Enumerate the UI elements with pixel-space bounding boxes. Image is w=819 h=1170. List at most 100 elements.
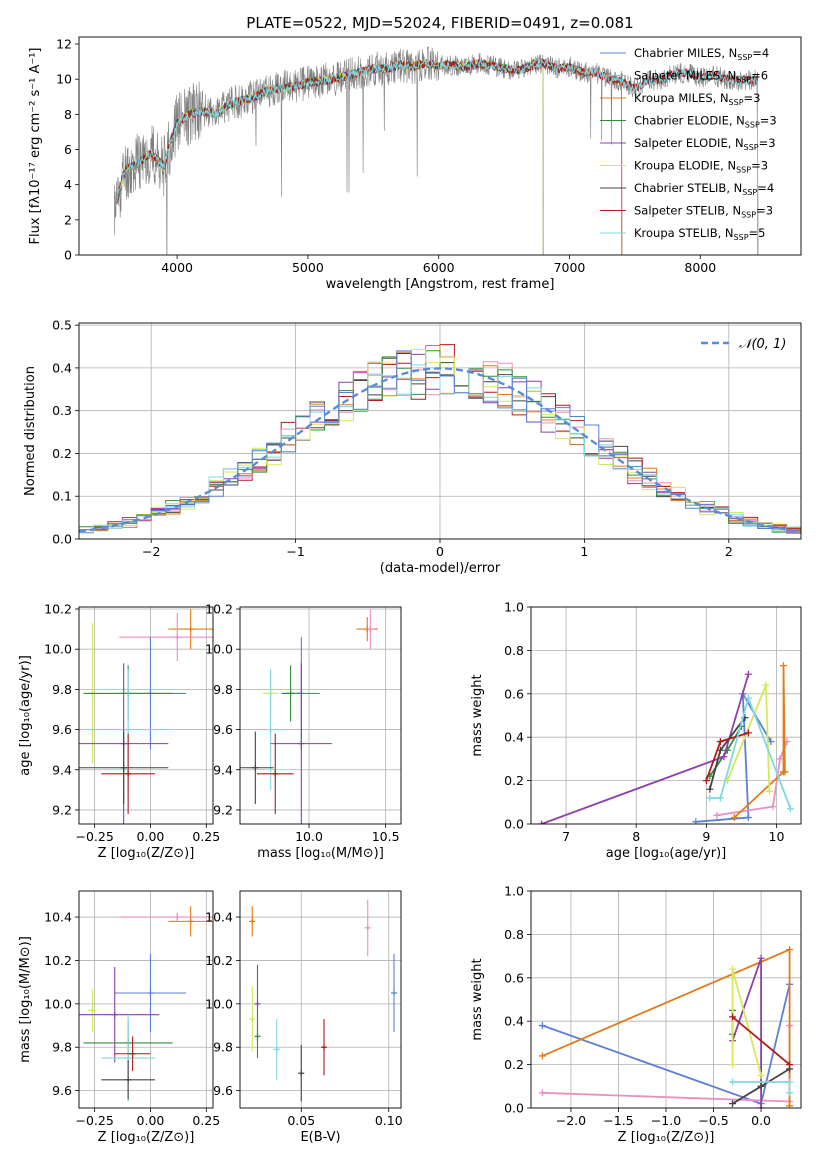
legend-label-base: Chabrier ELODIE, N bbox=[634, 114, 745, 128]
mass-weight-line bbox=[695, 693, 772, 823]
y-tick-label: 9.6 bbox=[52, 1083, 72, 1098]
axes-frame bbox=[78, 322, 802, 540]
data-point-marker bbox=[120, 764, 127, 771]
y-tick-label: 0.2 bbox=[504, 1057, 524, 1072]
y-tick-label: 9.8 bbox=[52, 1040, 72, 1055]
y-tick-label: 0.4 bbox=[504, 1014, 524, 1029]
y-axis-label: age [log₁₀(age/yr)] bbox=[18, 655, 33, 776]
legend-label-tail: =3 bbox=[756, 204, 773, 218]
residual-histogram-line bbox=[79, 348, 801, 533]
x-tick-label: 8000 bbox=[684, 260, 716, 275]
x-tick-label: 10.0 bbox=[295, 829, 323, 844]
y-tick-label: 10.4 bbox=[205, 910, 233, 925]
legend-label: Salpeter ELODIE, NSSP=3 bbox=[634, 136, 776, 152]
mass-weight-marker bbox=[762, 681, 770, 689]
axes-frame bbox=[78, 606, 214, 825]
y-axis-label: Flux [fλ10⁻¹⁷ erg cm⁻² s⁻¹ A⁻¹] bbox=[28, 48, 43, 245]
y-tick-label: 12 bbox=[56, 37, 72, 52]
y-tick-label: 0.1 bbox=[52, 489, 72, 504]
mass-weight-marker bbox=[720, 753, 728, 761]
y-tick-label: 0.5 bbox=[52, 318, 72, 333]
legend-label: Salpeter STELIB, NSSP=3 bbox=[634, 204, 773, 220]
legend-label: Chabrier MILES, NSSP=4 bbox=[634, 46, 769, 62]
mass-weight-marker bbox=[729, 1078, 737, 1086]
mass_weight_vs_Z-panel: −2.0 −1.5 −1.0 −0.5 0.0 0.0 0.2 0.4 0.6 0.8 1.0 Z [… bbox=[470, 884, 802, 1145]
mass-weight-marker bbox=[744, 694, 752, 702]
axes-frame bbox=[78, 890, 214, 1109]
axes-frame bbox=[530, 890, 802, 1109]
mass-weight-marker bbox=[744, 813, 752, 821]
y-tick-label: 10.0 bbox=[205, 996, 233, 1011]
data-point-marker bbox=[391, 989, 397, 996]
x-tick-label: 9 bbox=[702, 829, 710, 844]
y-tick-label: 10.2 bbox=[44, 602, 72, 617]
y-tick-label: 0.4 bbox=[504, 730, 524, 745]
age_vs_Z-plot-area bbox=[79, 607, 213, 824]
x-tick-label: 0.10 bbox=[375, 1113, 403, 1128]
legend-label-sub: SSP bbox=[742, 188, 757, 197]
legend-label: Kroupa MILES, NSSP=3 bbox=[634, 91, 760, 107]
spectrum-panel: 4000 5000 6000 7000 8000 0 2 4 6 8 10 12 wavelength … bbox=[28, 36, 802, 292]
legend-label: Chabrier STELIB, NSSP=4 bbox=[634, 181, 774, 197]
x-tick-label: 0.05 bbox=[287, 1113, 315, 1128]
mass-weight-marker bbox=[702, 777, 710, 785]
y-tick-label: 10.2 bbox=[205, 953, 233, 968]
x-tick-label: 2 bbox=[725, 544, 733, 559]
mass-weight-marker bbox=[757, 954, 765, 962]
y-tick-label: 0.2 bbox=[504, 773, 524, 788]
mass-weight-marker bbox=[716, 738, 724, 746]
y-tick-label: 0.2 bbox=[52, 446, 72, 461]
legend-label-base: Kroupa MILES, N bbox=[634, 91, 729, 105]
data-point-marker bbox=[125, 1076, 132, 1083]
x-tick-label: 7000 bbox=[554, 260, 586, 275]
data-point-marker bbox=[125, 1055, 132, 1062]
x-tick-label: 10 bbox=[769, 829, 785, 844]
x-axis-label: Z [log₁₀(Z/Z⊙)] bbox=[98, 846, 195, 861]
data-point-marker bbox=[254, 1033, 261, 1040]
x-axis-label: age [log₁₀(age/yr)] bbox=[606, 846, 727, 861]
model-spectrum-line bbox=[116, 58, 623, 255]
legend-label-sub: SSP bbox=[745, 121, 760, 130]
data-point-marker bbox=[267, 726, 274, 733]
legend-label-sub: SSP bbox=[744, 143, 759, 152]
y-tick-label: 0.0 bbox=[504, 1101, 524, 1116]
mass-weight-marker bbox=[786, 1078, 794, 1086]
axes-frame bbox=[78, 36, 802, 256]
x-tick-label: 0.25 bbox=[192, 1113, 220, 1128]
legend-label-sub: SSP bbox=[737, 53, 752, 62]
legend-label-sub: SSP bbox=[736, 76, 751, 85]
y-tick-label: 9.4 bbox=[52, 762, 72, 777]
mass-weight-marker bbox=[744, 729, 752, 737]
data-point-marker bbox=[298, 740, 305, 747]
data-point-marker bbox=[298, 1070, 305, 1077]
data-point-marker bbox=[249, 1016, 256, 1023]
y-tick-label: 0 bbox=[64, 248, 72, 263]
x-tick-label: −2 bbox=[142, 544, 160, 559]
mass-weight-marker bbox=[765, 787, 773, 795]
mass_weight_vs_age-plot-area bbox=[531, 607, 801, 824]
mass-weight-marker bbox=[786, 805, 794, 813]
data-point-marker bbox=[187, 626, 194, 633]
x-tick-label: −2.0 bbox=[556, 1113, 586, 1128]
legend-label-base: Kroupa STELIB, N bbox=[634, 226, 734, 240]
axes-frame bbox=[239, 606, 402, 825]
y-axis-label: Normed distribution bbox=[23, 366, 38, 496]
legend-label-tail: =3 bbox=[759, 136, 776, 150]
y-tick-label: 9.6 bbox=[52, 722, 72, 737]
chart-title: PLATE=0522, MJD=52024, FIBERID=0491, z=0… bbox=[246, 14, 633, 32]
x-axis-label: Z [log₁₀(Z/Z⊙)] bbox=[618, 1130, 715, 1145]
y-tick-label: 1.0 bbox=[504, 600, 524, 615]
data-point-marker bbox=[367, 626, 374, 633]
x-axis-label: mass [log₁₀(M/M⊙)] bbox=[257, 846, 384, 861]
mass-weight-marker bbox=[538, 1089, 546, 1097]
x-tick-label: 6000 bbox=[423, 260, 455, 275]
y-tick-label: 9.2 bbox=[52, 802, 72, 817]
mass-weight-marker bbox=[729, 1100, 737, 1108]
y-tick-label: 4 bbox=[64, 177, 72, 192]
y-tick-label: 10.0 bbox=[44, 642, 72, 657]
data-point-marker bbox=[187, 918, 194, 925]
mass-weight-marker bbox=[538, 1052, 546, 1060]
mass-weight-marker bbox=[744, 670, 752, 678]
model-spectrum-line bbox=[116, 58, 544, 255]
x-tick-label: −0.5 bbox=[698, 1113, 728, 1128]
